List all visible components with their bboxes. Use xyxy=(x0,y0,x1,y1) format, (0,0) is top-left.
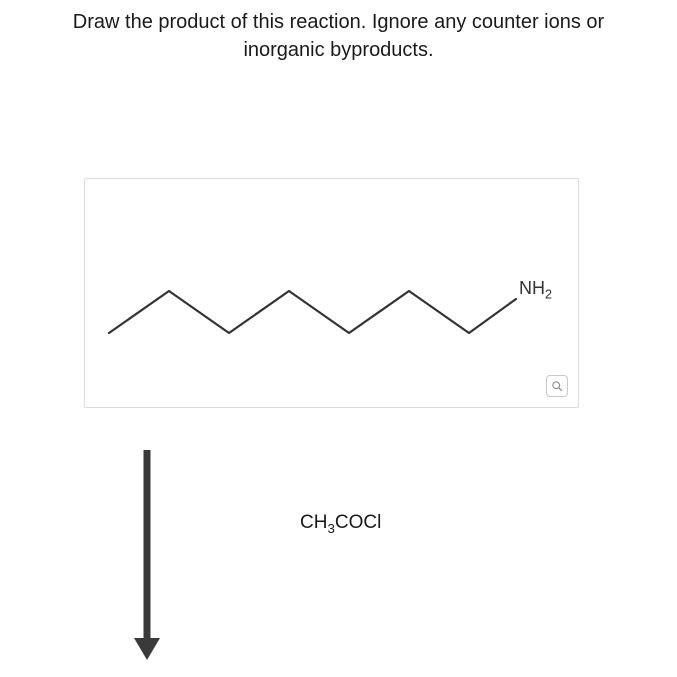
reaction-arrow xyxy=(0,0,677,677)
reagent-label: CH3COCl xyxy=(300,512,381,536)
